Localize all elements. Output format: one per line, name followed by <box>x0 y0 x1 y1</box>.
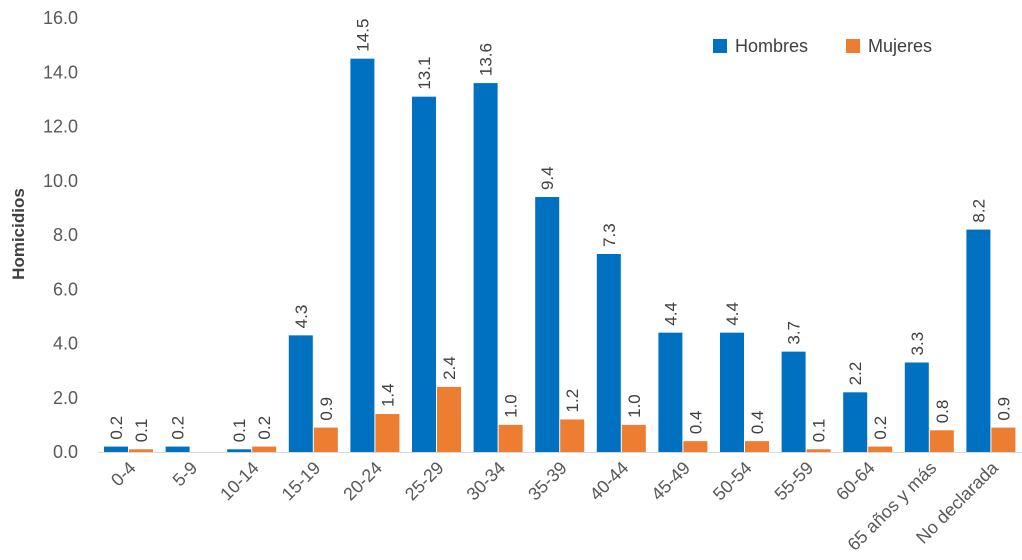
bar-hombres <box>473 83 498 452</box>
data-label: 0.2 <box>871 416 890 440</box>
data-label: 0.8 <box>933 400 952 424</box>
y-tick-label: 6.0 <box>53 279 78 299</box>
x-axis: 0-4 5-9 10-14 15-19 20-24 25-29 30-34 35-39 40-4… <box>98 452 1022 555</box>
legend-swatch-mujeres <box>846 39 860 53</box>
x-tick-label: 50-54 <box>709 458 756 505</box>
data-label: 0.4 <box>686 411 705 435</box>
legend-swatch-hombres <box>713 39 727 53</box>
x-tick-label: 45-49 <box>647 458 694 505</box>
legend-label-hombres: Hombres <box>735 36 808 56</box>
data-label: 1.0 <box>502 394 521 418</box>
bar-hombres <box>904 362 929 452</box>
bar-hombres <box>288 335 313 452</box>
data-label: 2.4 <box>440 356 459 380</box>
data-label: 0.9 <box>317 397 336 421</box>
data-label: 0.1 <box>230 419 249 443</box>
y-tick-label: 14.0 <box>43 62 78 82</box>
data-label: 9.4 <box>538 166 557 190</box>
x-tick-label: 0-4 <box>107 458 140 491</box>
data-label: 4.3 <box>292 305 311 329</box>
bar-hombres <box>720 332 744 452</box>
bar-hombres <box>843 392 868 452</box>
bar-mujeres <box>560 419 585 452</box>
bar-mujeres <box>498 424 523 452</box>
data-label: 2.2 <box>846 362 865 386</box>
x-tick-label: 35-39 <box>524 458 571 505</box>
bar-hombres <box>781 351 806 452</box>
bar-mujeres <box>621 424 646 452</box>
data-label: 0.2 <box>169 416 188 440</box>
bar-hombres <box>227 449 252 452</box>
data-label: 0.9 <box>994 397 1013 421</box>
bars: 0.2 0.2 4.3 14.5 13.1 13.6 9.4 7.3 4.4 4.4 3.7 2.2 3… <box>104 19 1016 452</box>
y-tick-label: 16.0 <box>43 8 78 28</box>
data-label: 8.2 <box>969 199 988 223</box>
y-tick-label: 0.0 <box>53 442 78 462</box>
data-label: 0.1 <box>132 419 151 443</box>
data-label: 1.4 <box>378 383 397 407</box>
bar-mujeres <box>868 446 893 452</box>
bar-hombres <box>350 58 375 452</box>
data-label: 0.2 <box>107 416 126 440</box>
x-tick-label: 25-29 <box>401 458 448 505</box>
bar-hombres <box>535 197 560 452</box>
x-tick-label: 15-19 <box>278 458 325 505</box>
x-tick-label: 60-64 <box>832 458 879 505</box>
data-label: 0.4 <box>748 411 767 435</box>
legend: Hombres Mujeres <box>713 36 932 56</box>
bar-mujeres <box>745 441 769 452</box>
x-tick-label: 40-44 <box>586 458 633 505</box>
bar-hombres <box>104 446 128 452</box>
bar-mujeres <box>683 441 708 452</box>
data-label: 0.2 <box>255 416 274 440</box>
x-tick-label: 55-59 <box>771 458 818 505</box>
data-label: 7.3 <box>600 223 619 247</box>
bar-hombres <box>596 253 621 452</box>
data-label: 13.1 <box>415 57 434 90</box>
bar-mujeres <box>129 449 153 452</box>
x-tick-label: 5-9 <box>169 458 202 491</box>
bar-mujeres <box>313 427 338 452</box>
data-label: 3.3 <box>908 332 927 356</box>
data-label: 1.0 <box>625 394 644 418</box>
x-tick-label: 20-24 <box>339 458 386 505</box>
y-tick-label: 8.0 <box>53 225 78 245</box>
data-label: 1.2 <box>563 389 582 413</box>
data-label: 3.7 <box>785 321 804 345</box>
bar-mujeres <box>437 386 461 452</box>
y-tick-label: 12.0 <box>43 117 78 137</box>
y-tick-label: 2.0 <box>53 388 78 408</box>
bar-hombres <box>412 96 436 452</box>
data-label: 13.6 <box>477 43 496 76</box>
legend-label-mujeres: Mujeres <box>868 36 932 56</box>
y-axis-title: Homicidios <box>9 188 28 280</box>
bar-hombres <box>658 332 683 452</box>
bar-mujeres <box>929 430 954 452</box>
data-label: 4.4 <box>661 302 680 326</box>
y-tick-label: 4.0 <box>53 334 78 354</box>
data-label: 4.4 <box>723 302 742 326</box>
bar-hombres <box>165 446 190 452</box>
bar-mujeres <box>252 446 277 452</box>
bar-hombres <box>966 229 991 452</box>
data-label: 14.5 <box>353 19 372 52</box>
bar-mujeres <box>375 414 400 452</box>
bar-mujeres <box>806 449 831 452</box>
data-label: 0.1 <box>810 419 829 443</box>
x-tick-label: 30-34 <box>463 458 510 505</box>
y-tick-label: 10.0 <box>43 171 78 191</box>
x-tick-label: 10-14 <box>216 458 263 505</box>
y-axis: 0.0 2.0 4.0 6.0 8.0 10.0 12.0 14.0 16.0 <box>43 8 78 462</box>
bar-mujeres <box>991 427 1016 452</box>
